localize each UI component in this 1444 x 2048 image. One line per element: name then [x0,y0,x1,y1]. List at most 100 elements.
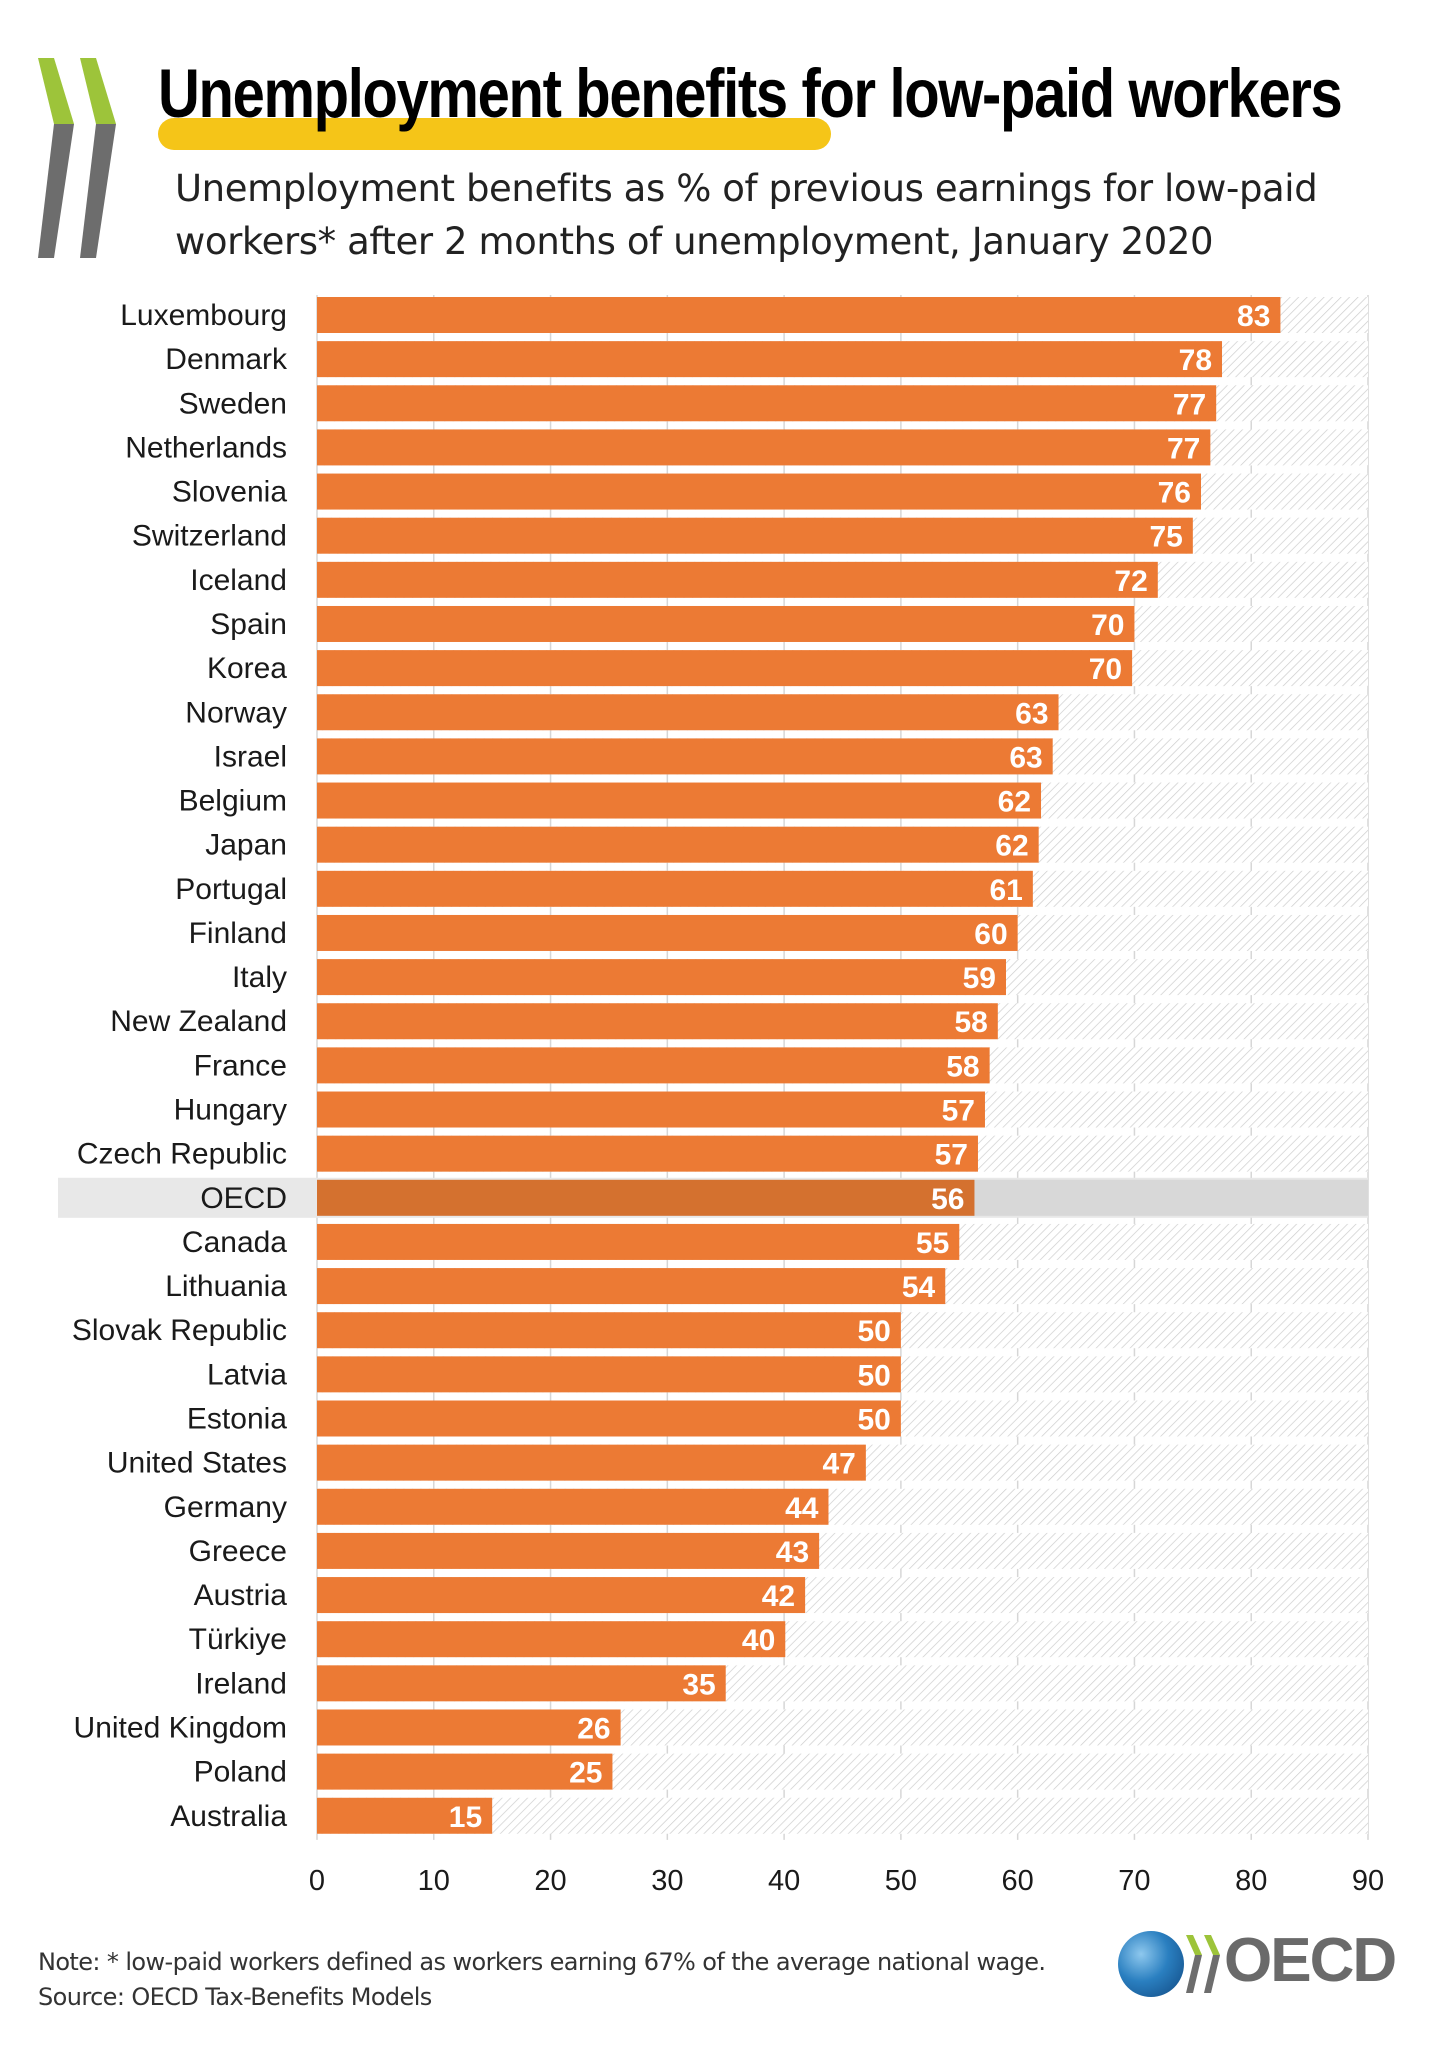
logo-text: OECD [1224,1926,1397,1995]
data-label: 63 [1009,741,1042,774]
data-label: 50 [858,1315,891,1348]
bar [317,738,1053,775]
category-label: United Kingdom [74,1711,287,1744]
category-label: Slovak Republic [72,1314,287,1347]
bar [317,517,1193,554]
category-label: Iceland [190,564,287,597]
category-label: OECD [200,1182,287,1215]
chevron-green-left [38,58,74,124]
category-label: Germany [164,1491,287,1524]
data-label: 57 [935,1139,968,1172]
bar [317,782,1042,819]
bar [317,341,1223,378]
data-label: 77 [1173,388,1206,421]
x-tick-label: 70 [1118,1865,1150,1897]
data-label: 57 [942,1095,975,1128]
x-tick-label: 60 [1002,1865,1034,1897]
bar [317,694,1059,731]
category-label: Japan [205,829,287,862]
category-label: United States [107,1447,287,1480]
bar [317,429,1211,466]
data-label: 47 [822,1448,855,1481]
category-label: Austria [194,1579,288,1612]
chevron-grey-right [80,124,116,258]
page-title: Unemployment benefits for low-paid worke… [158,55,1343,132]
category-label: Australia [170,1800,287,1833]
bar [317,1577,806,1614]
bar [317,1135,978,1172]
data-label: 63 [1015,697,1048,730]
bar [317,1621,786,1658]
category-label: Sweden [179,387,287,420]
category-label: Italy [232,961,287,994]
bar [317,959,1006,996]
data-label: 54 [902,1271,936,1304]
bar [317,605,1135,642]
category-label: Luxembourg [120,299,287,332]
source-text: Source: OECD Tax-Benefits Models [38,1983,432,2011]
subtitle-line-1: Unemployment benefits as % of previous e… [175,167,1318,210]
bar [317,1532,820,1569]
data-label: 70 [1089,653,1122,686]
x-tick-label: 0 [309,1865,325,1897]
bar [317,1797,493,1834]
category-label: Norway [185,696,287,729]
data-label: 25 [569,1757,602,1790]
data-label: 42 [762,1580,795,1613]
data-label: 60 [974,918,1007,951]
category-label: Israel [214,740,287,773]
oecd-chevrons-icon [38,58,116,258]
bar [317,385,1217,422]
category-label: Netherlands [125,431,287,464]
category-label: Türkiye [189,1623,287,1656]
bar [317,561,1158,598]
data-label: 78 [1179,344,1212,377]
data-label: 50 [858,1404,891,1437]
category-label: Denmark [165,343,288,376]
oecd-logo: OECD [1118,1923,1418,2003]
data-label: 56 [931,1183,964,1216]
data-label: 50 [858,1359,891,1392]
x-tick-label: 50 [885,1865,917,1897]
title-block: Unemployment benefits for low-paid worke… [158,48,1444,150]
data-label: 40 [742,1624,775,1657]
data-label: 62 [995,830,1028,863]
logo-chevrons-icon [1186,1935,1220,1993]
data-label: 83 [1237,300,1270,333]
title-highlight [158,118,831,150]
category-label: Belgium [179,785,287,818]
bar [317,1091,985,1128]
bar [317,1488,829,1525]
data-label: 59 [963,962,996,995]
category-label: Ireland [195,1667,287,1700]
category-label: Czech Republic [77,1138,287,1171]
category-label: Latvia [207,1358,287,1391]
bar [317,826,1039,863]
bar [317,650,1133,687]
bar [317,1753,613,1790]
data-label: 76 [1158,477,1191,510]
data-label: 26 [577,1712,610,1745]
data-label: 58 [954,1006,987,1039]
category-label: Spain [210,608,287,641]
category-label: Finland [189,917,287,950]
category-label: Canada [182,1226,287,1259]
category-label: Greece [189,1535,287,1568]
bar [317,1047,990,1084]
bar [317,1400,901,1437]
data-label: 70 [1091,609,1124,642]
globe-icon [1118,1931,1184,1997]
category-label: Switzerland [132,520,287,553]
subtitle: Unemployment benefits as % of previous e… [175,162,1375,268]
x-tick-label: 80 [1235,1865,1267,1897]
data-label: 44 [785,1492,819,1525]
chevron-grey-left [38,124,74,258]
data-label: 35 [682,1668,715,1701]
category-label: Korea [207,652,287,685]
x-tick-label: 10 [418,1865,450,1897]
bar [317,1356,901,1393]
bar [317,1223,960,1260]
category-label: Lithuania [165,1270,287,1303]
data-label: 75 [1149,521,1182,554]
